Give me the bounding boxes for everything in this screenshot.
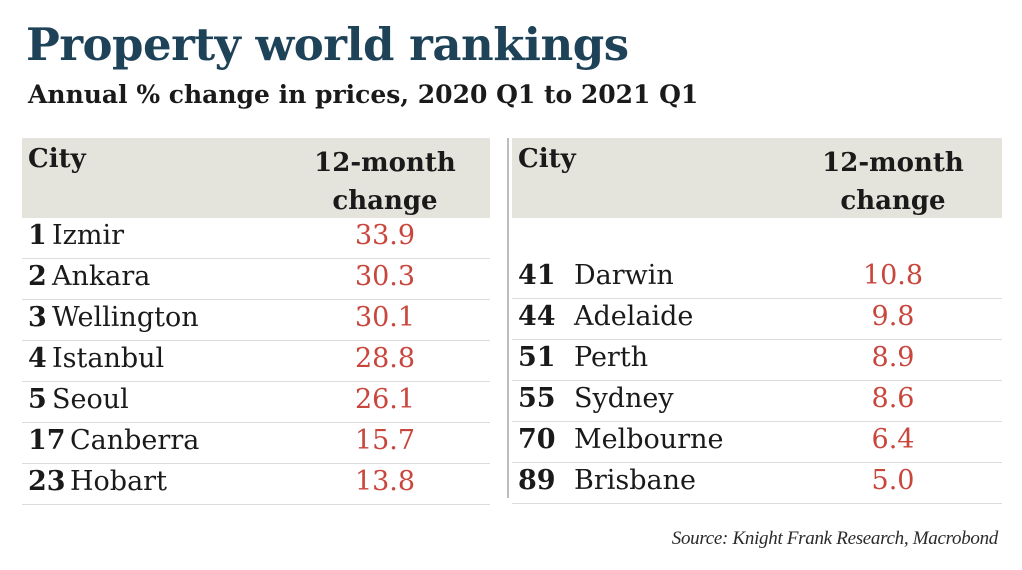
city-name: Izmir <box>52 220 125 251</box>
city-name: Ankara <box>52 261 151 292</box>
city-name: Sydney <box>574 383 674 414</box>
rankings-table-right: City 12-month change 41 Darwin 10.8 44 Adela… <box>512 138 1002 504</box>
table-body-left: 1 Izmir 33.9 2 Ankara 30.3 3 Wellington 30.1 4 Ist… <box>22 218 490 505</box>
city-name: Canberra <box>70 425 200 456</box>
change-value: 8.6 <box>871 383 915 414</box>
table-row: 1 Izmir 33.9 <box>22 218 490 259</box>
city-name: Brisbane <box>574 465 696 496</box>
column-header-change-line2: change <box>840 186 946 216</box>
city-name: Wellington <box>52 302 199 333</box>
rank-number: 5 <box>28 384 47 415</box>
change-value: 5.0 <box>871 465 915 496</box>
chart-title: Property world rankings <box>26 18 629 71</box>
column-header-change-line2: change <box>332 186 438 216</box>
table-row: 89 Brisbane 5.0 <box>512 463 1002 504</box>
city-name: Seoul <box>52 384 129 415</box>
table-header: City 12-month change <box>512 138 1002 218</box>
rank-number: 55 <box>518 383 556 414</box>
change-value: 9.8 <box>871 301 915 332</box>
rank-number: 23 <box>28 466 66 497</box>
table-row: 17 Canberra 15.7 <box>22 423 490 464</box>
change-value: 28.8 <box>354 343 416 374</box>
column-header-city: City <box>28 144 86 174</box>
change-value: 13.8 <box>354 466 416 497</box>
change-value: 15.7 <box>354 425 416 456</box>
city-name: Adelaide <box>574 301 694 332</box>
table-row: 41 Darwin 10.8 <box>512 258 1002 299</box>
rank-number: 4 <box>28 343 47 374</box>
change-value: 10.8 <box>862 260 924 291</box>
table-spacer <box>512 218 1002 258</box>
change-value: 8.9 <box>871 342 915 373</box>
city-name: Melbourne <box>574 424 724 455</box>
change-value: 30.3 <box>354 261 416 292</box>
change-value: 30.1 <box>354 302 416 333</box>
change-value: 26.1 <box>354 384 416 415</box>
column-header-city: City <box>518 144 576 174</box>
rank-number: 41 <box>518 260 556 291</box>
table-body-right: 41 Darwin 10.8 44 Adelaide 9.8 51 Perth 8.9 55 Syd… <box>512 258 1002 504</box>
column-header-change-line1: 12-month <box>822 148 964 178</box>
change-value: 33.9 <box>354 220 416 251</box>
rank-number: 44 <box>518 301 556 332</box>
column-divider <box>507 138 509 498</box>
column-header-change: 12-month change <box>808 144 978 220</box>
rank-number: 70 <box>518 424 556 455</box>
table-row: 55 Sydney 8.6 <box>512 381 1002 422</box>
column-header-change: 12-month change <box>300 144 470 220</box>
city-name: Hobart <box>70 466 167 497</box>
rank-number: 51 <box>518 342 556 373</box>
column-header-change-line1: 12-month <box>314 148 456 178</box>
city-name: Darwin <box>574 260 674 291</box>
table-row: 51 Perth 8.9 <box>512 340 1002 381</box>
table-row: 70 Melbourne 6.4 <box>512 422 1002 463</box>
city-name: Perth <box>574 342 649 373</box>
chart-subtitle: Annual % change in prices, 2020 Q1 to 20… <box>28 80 699 109</box>
rankings-table-left: City 12-month change 1 Izmir 33.9 2 Ankara 30… <box>22 138 490 505</box>
rank-number: 17 <box>28 425 66 456</box>
source-note: Source: Knight Frank Research, Macrobond <box>671 528 999 549</box>
table-row: 44 Adelaide 9.8 <box>512 299 1002 340</box>
rank-number: 89 <box>518 465 556 496</box>
table-row: 2 Ankara 30.3 <box>22 259 490 300</box>
rank-number: 1 <box>28 220 47 251</box>
rank-number: 3 <box>28 302 47 333</box>
table-row: 23 Hobart 13.8 <box>22 464 490 505</box>
table-header: City 12-month change <box>22 138 490 218</box>
rank-number: 2 <box>28 261 47 292</box>
city-name: Istanbul <box>52 343 165 374</box>
table-row: 3 Wellington 30.1 <box>22 300 490 341</box>
change-value: 6.4 <box>871 424 915 455</box>
table-row: 4 Istanbul 28.8 <box>22 341 490 382</box>
table-row: 5 Seoul 26.1 <box>22 382 490 423</box>
